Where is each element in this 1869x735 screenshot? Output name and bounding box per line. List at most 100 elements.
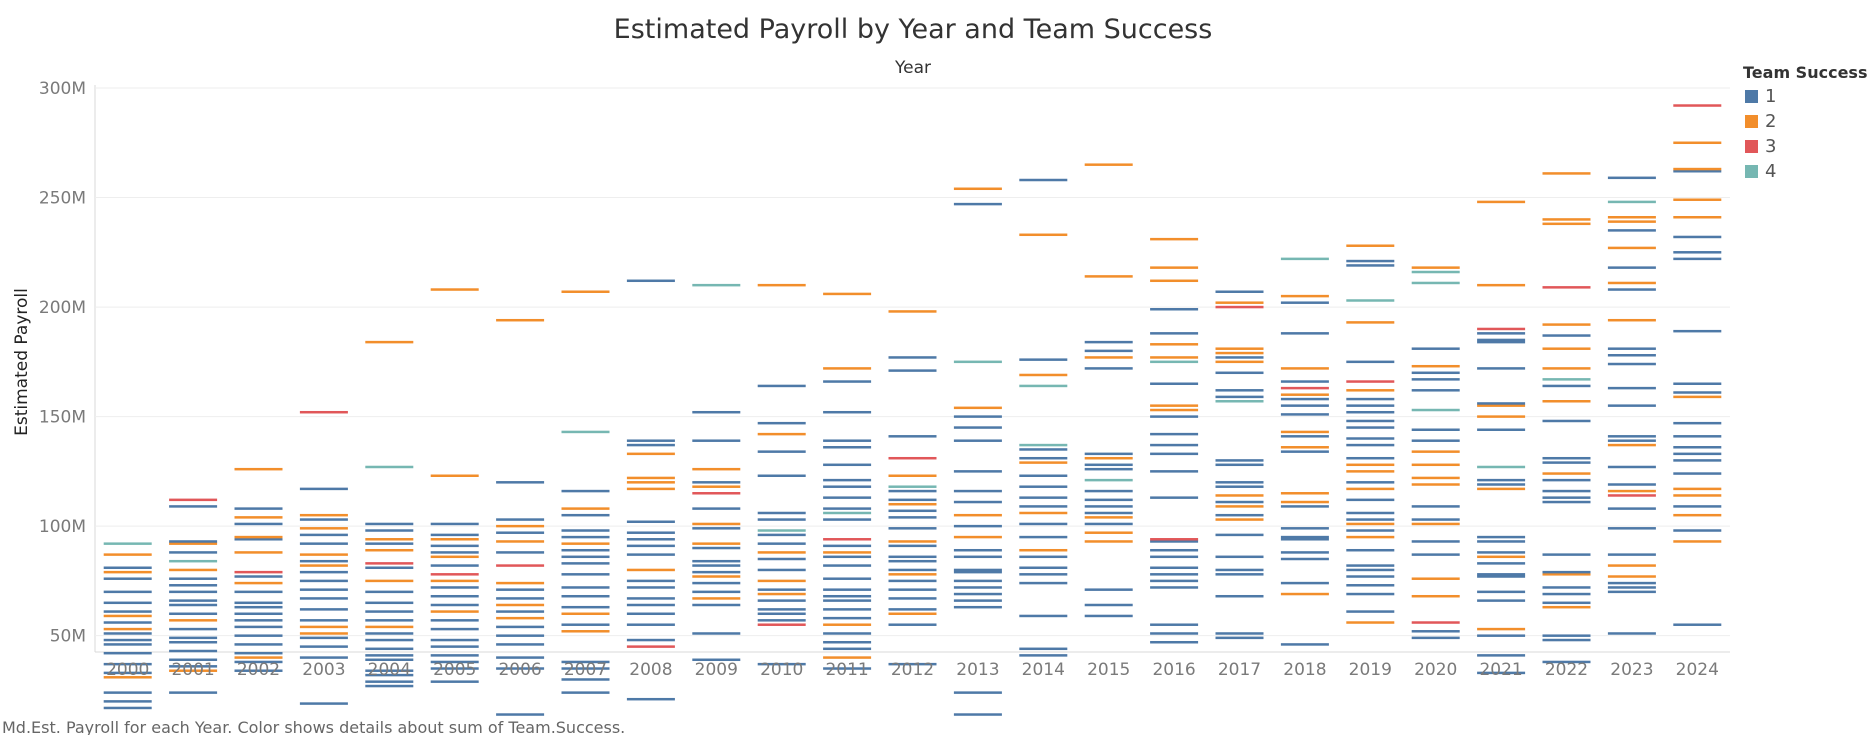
payroll-mark — [757, 384, 806, 388]
payroll-mark — [1215, 568, 1264, 572]
payroll-mark — [888, 662, 937, 666]
payroll-mark — [692, 564, 741, 567]
payroll-mark — [1346, 548, 1395, 552]
payroll-mark — [823, 588, 872, 591]
payroll-mark — [757, 421, 806, 425]
payroll-mark — [496, 581, 545, 585]
y-axis-label: Estimated Payroll — [12, 288, 32, 436]
x-tick-label: 2011 — [825, 660, 868, 680]
payroll-mark — [561, 586, 610, 589]
payroll-mark — [1477, 332, 1526, 335]
payroll-mark — [692, 575, 741, 578]
x-tick-label: 2002 — [237, 660, 280, 680]
payroll-mark — [1542, 378, 1591, 381]
payroll-mark — [1411, 408, 1460, 412]
payroll-mark — [1673, 141, 1722, 145]
payroll-mark — [1673, 391, 1722, 394]
payroll-mark — [365, 579, 414, 583]
payroll-mark — [1607, 215, 1656, 219]
payroll-mark — [1673, 623, 1722, 626]
payroll-mark — [1607, 507, 1656, 510]
payroll-mark — [953, 691, 1002, 694]
payroll-mark — [103, 706, 152, 710]
payroll-mark — [1673, 540, 1722, 543]
x-tick-label: 2020 — [1414, 660, 1457, 680]
payroll-mark — [1346, 397, 1395, 401]
payroll-mark — [1673, 257, 1722, 261]
payroll-mark — [1542, 634, 1591, 637]
payroll-mark — [1542, 347, 1591, 350]
payroll-mark — [626, 520, 675, 524]
payroll-mark — [1411, 553, 1460, 556]
payroll-mark — [496, 518, 545, 521]
x-tick-label: 2013 — [956, 660, 999, 680]
payroll-mark — [1150, 332, 1199, 335]
payroll-mark — [1346, 568, 1395, 572]
payroll-mark — [496, 481, 545, 484]
payroll-mark — [169, 584, 218, 587]
payroll-mark — [1280, 581, 1329, 585]
x-tick-label: 2009 — [695, 660, 738, 680]
payroll-mark — [561, 594, 610, 598]
payroll-mark — [692, 590, 741, 594]
payroll-mark — [169, 636, 218, 640]
payroll-mark — [1150, 404, 1199, 407]
payroll-mark — [626, 443, 675, 447]
payroll-mark — [757, 283, 806, 287]
gridlines — [94, 85, 1730, 653]
payroll-mark — [365, 340, 414, 344]
payroll-mark — [1150, 548, 1199, 552]
payroll-mark — [169, 498, 218, 502]
payroll-mark — [234, 570, 283, 574]
payroll-mark — [1542, 660, 1591, 664]
payroll-mark — [1019, 496, 1068, 499]
payroll-mark — [1542, 323, 1591, 326]
payroll-mark — [626, 531, 675, 534]
payroll-mark — [1607, 386, 1656, 390]
payroll-mark — [1673, 435, 1722, 438]
payroll-mark — [1215, 481, 1264, 484]
payroll-mark — [169, 691, 218, 694]
payroll-mark — [626, 439, 675, 442]
payroll-mark — [234, 612, 283, 616]
payroll-mark — [888, 555, 937, 559]
payroll-mark — [365, 562, 414, 565]
payroll-mark — [496, 625, 545, 629]
payroll-mark — [1215, 356, 1264, 359]
payroll-mark — [430, 638, 479, 642]
payroll-mark — [1215, 636, 1264, 640]
payroll-mark — [169, 568, 218, 572]
payroll-mark — [1607, 439, 1656, 442]
payroll-mark — [103, 621, 152, 624]
payroll-mark — [169, 612, 218, 616]
x-tick-label: 2017 — [1218, 660, 1261, 680]
payroll-mark — [299, 559, 348, 563]
payroll-mark — [1280, 397, 1329, 401]
payroll-mark — [1019, 461, 1068, 464]
payroll-mark — [1019, 511, 1068, 515]
payroll-mark — [1607, 483, 1656, 486]
payroll-mark — [1477, 402, 1526, 405]
payroll-mark — [1411, 347, 1460, 350]
payroll-mark — [299, 645, 348, 648]
payroll-mark — [757, 599, 806, 602]
payroll-mark — [1215, 573, 1264, 576]
payroll-mark — [888, 489, 937, 493]
payroll-mark — [953, 524, 1002, 528]
payroll-mark — [1411, 439, 1460, 442]
payroll-mark — [1084, 349, 1133, 353]
payroll-mark — [1019, 548, 1068, 552]
payroll-mark — [365, 542, 414, 545]
payroll-mark — [169, 542, 218, 545]
payroll-mark — [1607, 527, 1656, 530]
payroll-mark — [299, 656, 348, 659]
payroll-mark — [103, 577, 152, 580]
payroll-mark — [169, 505, 218, 508]
payroll-mark — [1215, 400, 1264, 403]
payroll-mark — [1542, 592, 1591, 596]
payroll-mark — [888, 456, 937, 460]
payroll-mark — [496, 610, 545, 613]
payroll-mark — [561, 513, 610, 517]
payroll-mark — [299, 513, 348, 517]
payroll-mark — [496, 713, 545, 716]
